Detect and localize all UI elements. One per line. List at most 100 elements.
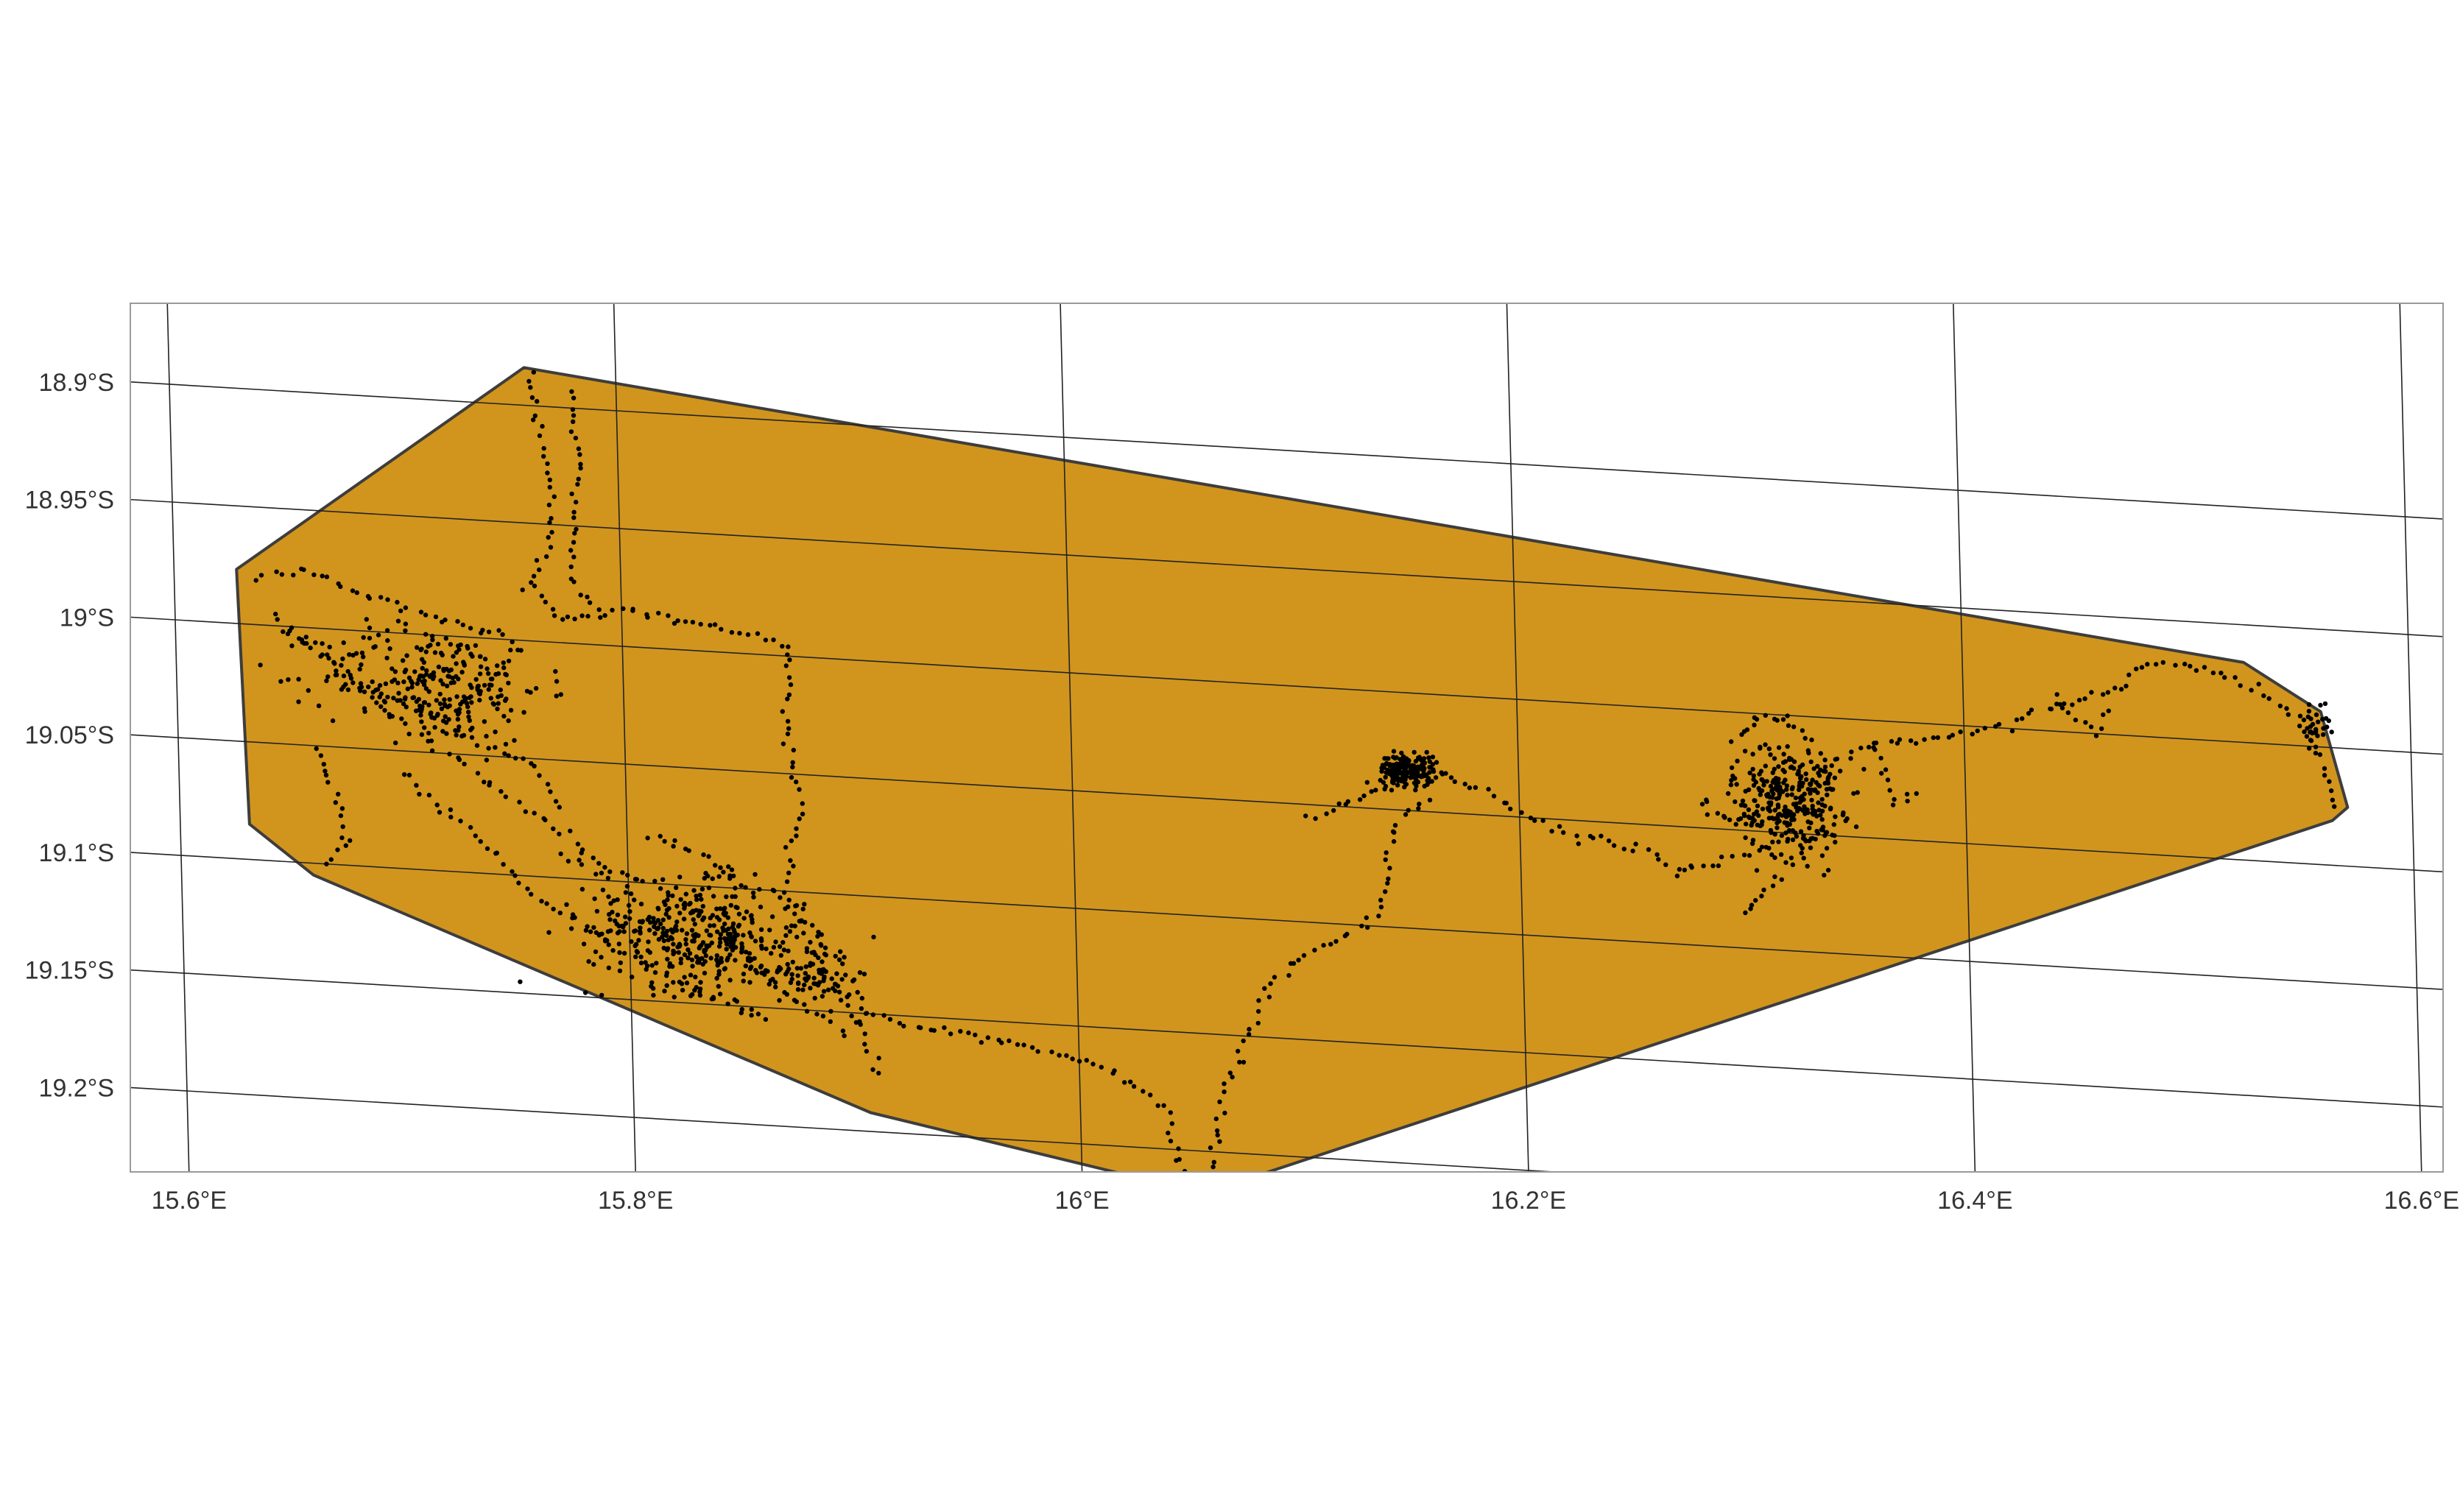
gps-point: [1783, 830, 1788, 836]
gps-point: [429, 634, 435, 639]
gps-point: [462, 663, 467, 668]
gps-point: [350, 680, 356, 685]
gps-point: [2308, 716, 2313, 721]
gps-point: [785, 731, 791, 737]
gps-point: [1385, 880, 1390, 886]
gps-point: [1777, 792, 1783, 798]
gps-point: [415, 681, 420, 686]
gps-point: [494, 850, 499, 855]
gps-point: [338, 813, 344, 819]
gps-point: [1797, 806, 1802, 812]
gps-point: [2256, 682, 2261, 687]
gps-point: [1760, 806, 1766, 812]
gps-point: [579, 862, 585, 867]
gps-point: [725, 1001, 730, 1006]
gps-point: [1750, 766, 1755, 772]
parallel-line: [130, 1087, 1564, 1172]
gps-point: [707, 933, 712, 938]
gps-point: [462, 761, 467, 767]
y-axis-labels: 18.9°S 18.95°S 19°S 19.05°S 19.1°S 19.15°S 19.…: [25, 369, 114, 1103]
gps-point: [2070, 702, 2075, 707]
gps-point: [804, 946, 810, 951]
gps-point: [1832, 775, 1838, 780]
gps-point: [1389, 788, 1395, 793]
gps-point: [2134, 666, 2139, 671]
gps-point: [1312, 947, 1317, 953]
gps-point: [1777, 819, 1782, 824]
gps-point: [1804, 777, 1809, 783]
gps-point: [655, 925, 661, 930]
gps-point: [1761, 779, 1766, 784]
gps-point: [393, 741, 398, 746]
gps-point: [682, 952, 688, 958]
gps-point: [460, 622, 465, 628]
gps-point: [681, 916, 687, 922]
gps-point: [531, 370, 536, 375]
gps-point: [1611, 843, 1617, 848]
gps-point: [786, 675, 792, 680]
gps-point: [596, 933, 602, 938]
gps-point: [1818, 751, 1823, 756]
gps-point: [371, 645, 376, 650]
gps-point: [1303, 813, 1308, 819]
gps-point: [792, 911, 797, 916]
gps-point: [790, 764, 795, 770]
gps-point: [656, 610, 661, 616]
gps-point: [443, 636, 448, 641]
gps-point: [788, 858, 793, 863]
gps-point: [588, 929, 593, 934]
gps-point: [942, 1025, 947, 1031]
gps-point: [605, 875, 611, 881]
gps-point: [1873, 741, 1879, 746]
gps-point: [1414, 783, 1419, 789]
gps-point: [661, 945, 666, 951]
gps-point: [1504, 800, 1509, 806]
gps-point: [2065, 710, 2071, 716]
gps-point: [1727, 817, 1733, 822]
gps-point: [689, 992, 695, 997]
gps-point: [1395, 783, 1400, 788]
gps-point: [361, 635, 366, 640]
gps-point: [1815, 763, 1820, 769]
gps-point: [1749, 902, 1755, 908]
gps-point: [660, 925, 666, 931]
gps-point: [392, 677, 398, 682]
gps-point: [409, 685, 415, 690]
gps-point: [722, 921, 727, 927]
gps-point: [539, 593, 544, 598]
gps-point: [718, 932, 723, 937]
gps-point: [1819, 802, 1825, 808]
gps-point: [1382, 756, 1387, 761]
gps-point: [828, 1008, 833, 1014]
gps-point: [1688, 863, 1694, 869]
gps-point: [1781, 752, 1786, 757]
gps-point: [1791, 759, 1797, 764]
gps-point: [652, 931, 658, 936]
gps-point: [600, 887, 606, 893]
gps-point: [739, 947, 744, 952]
gps-point: [793, 903, 798, 908]
gps-point: [828, 1019, 833, 1025]
gps-point: [1391, 838, 1397, 844]
gps-point: [801, 930, 806, 936]
gps-point: [431, 670, 437, 675]
gps-point: [1422, 760, 1428, 766]
gps-point: [1656, 857, 1661, 862]
gps-point: [1674, 873, 1680, 879]
gps-point: [385, 597, 390, 602]
gps-point: [403, 628, 408, 633]
gps-point: [820, 1014, 826, 1019]
gps-point: [783, 933, 789, 939]
gps-point: [404, 653, 409, 658]
gps-point: [316, 703, 322, 708]
gps-point: [395, 698, 400, 703]
gps-point: [786, 897, 792, 902]
gps-point: [1407, 763, 1412, 769]
gps-point: [2321, 732, 2326, 738]
gps-point: [1808, 759, 1814, 765]
gps-point: [551, 906, 556, 912]
gps-point: [594, 908, 600, 914]
gps-point: [1508, 806, 1513, 812]
gps-point: [537, 773, 542, 778]
gps-point: [1783, 759, 1788, 764]
